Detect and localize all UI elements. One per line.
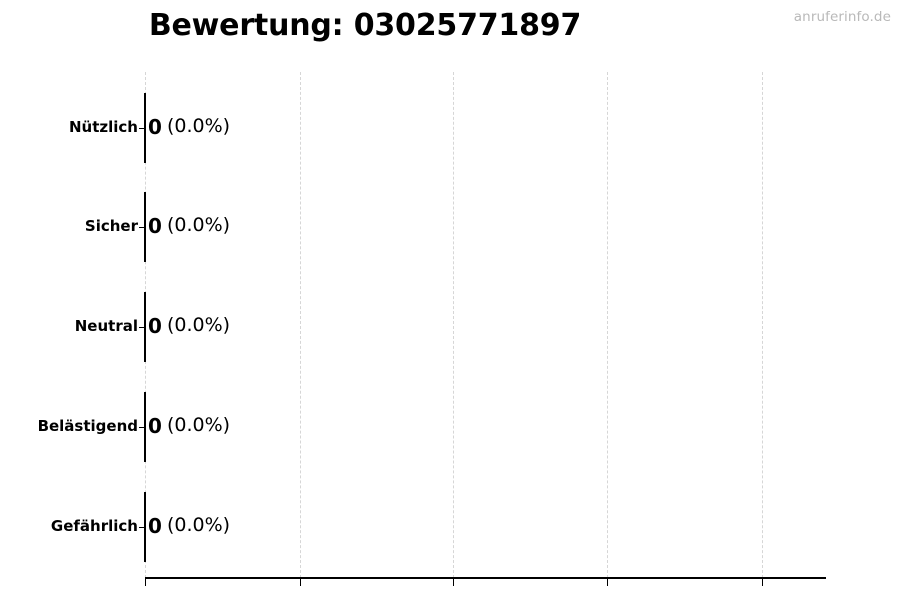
x-axis-tick-3 xyxy=(607,579,608,586)
bar-percent-gefaehrlich: (0.0%) xyxy=(167,514,231,536)
bar-value-nuetzlich: 0 xyxy=(148,115,162,139)
bar-belaestigend xyxy=(144,392,146,462)
gridline-4 xyxy=(762,72,763,578)
bar-value-neutral: 0 xyxy=(148,314,162,338)
bar-value-sicher: 0 xyxy=(148,214,162,238)
y-axis-tick-sicher xyxy=(139,226,146,229)
bar-percent-neutral: (0.0%) xyxy=(167,314,231,336)
gridline-2 xyxy=(453,72,454,578)
x-axis-tick-2 xyxy=(453,579,454,586)
bar-sicher xyxy=(144,192,146,262)
gridline-1 xyxy=(300,72,301,578)
chart-title: Bewertung: 03025771897 xyxy=(148,8,582,43)
bar-gefaehrlich xyxy=(144,492,146,562)
bar-value-belaestigend: 0 xyxy=(148,414,162,438)
bar-percent-belaestigend: (0.0%) xyxy=(167,414,231,436)
x-axis-tick-0 xyxy=(145,579,146,586)
category-label-belaestigend: Belästigend xyxy=(37,417,138,435)
y-axis-tick-neutral xyxy=(139,326,146,329)
category-label-nuetzlich: Nützlich xyxy=(69,118,138,136)
bar-percent-sicher: (0.0%) xyxy=(167,214,231,236)
bar-value-gefaehrlich: 0 xyxy=(148,514,162,538)
gridline-3 xyxy=(607,72,608,578)
category-label-gefaehrlich: Gefährlich xyxy=(50,517,138,535)
category-label-sicher: Sicher xyxy=(84,217,138,235)
bar-percent-nuetzlich: (0.0%) xyxy=(167,115,231,137)
y-axis-tick-belaestigend xyxy=(139,426,146,429)
watermark-label: anruferinfo.de xyxy=(793,9,891,25)
x-axis-line xyxy=(145,577,826,579)
category-label-neutral: Neutral xyxy=(74,317,138,335)
x-axis-tick-1 xyxy=(300,579,301,586)
bar-nuetzlich xyxy=(144,93,146,163)
bar-neutral xyxy=(144,292,146,362)
plot-area xyxy=(145,72,825,578)
y-axis-tick-gefaehrlich xyxy=(139,526,146,529)
x-axis-tick-4 xyxy=(762,579,763,586)
y-axis-tick-nuetzlich xyxy=(139,127,146,130)
